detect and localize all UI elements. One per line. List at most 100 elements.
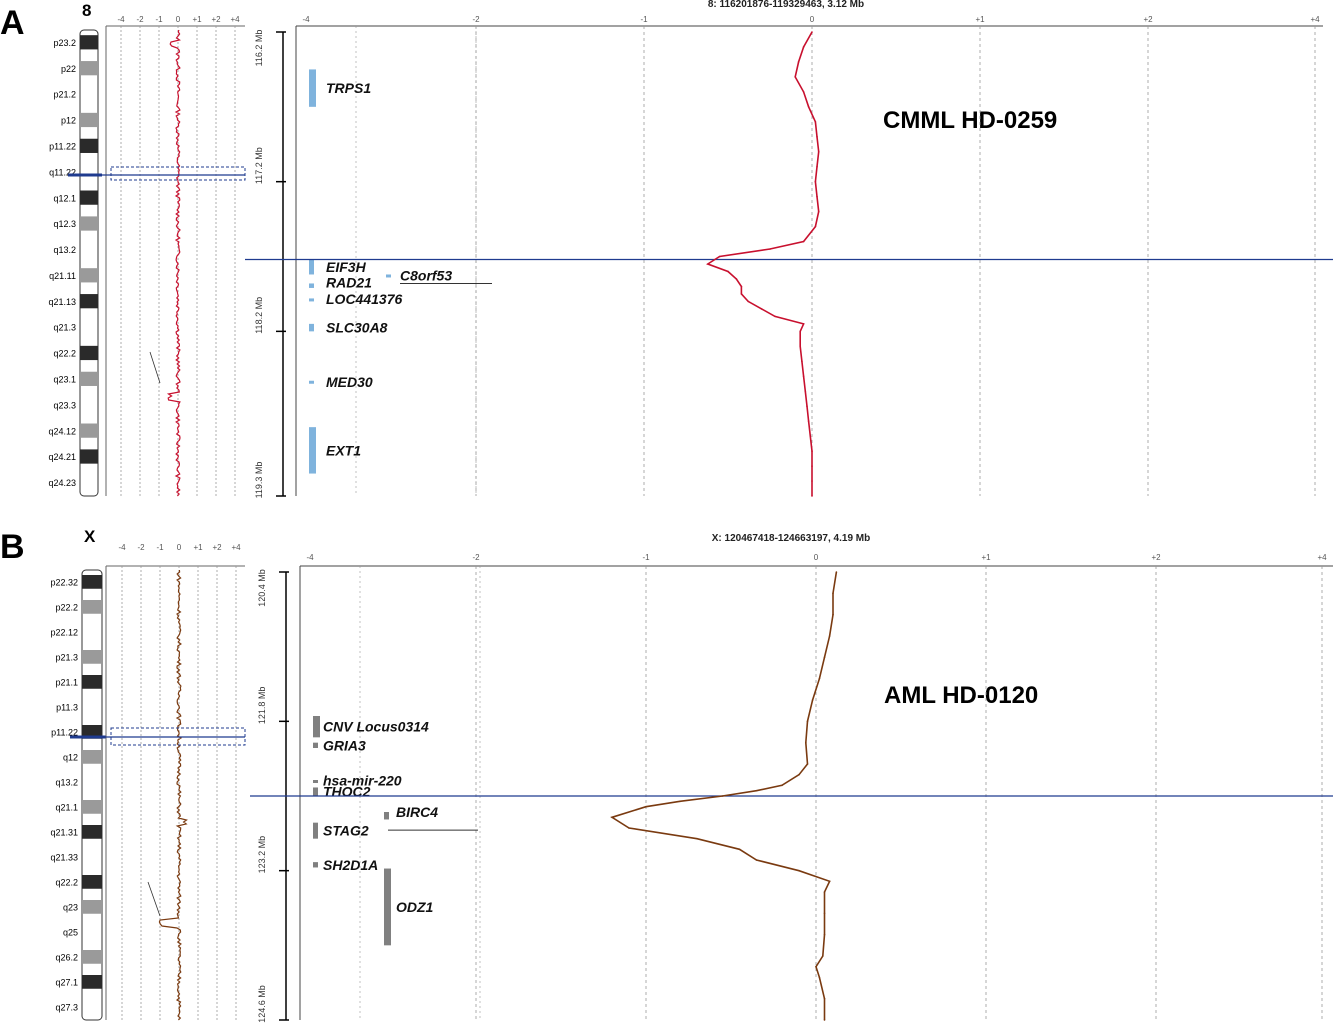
band-label: q24.21 [48,452,76,462]
mb-axis-label: 118.2 Mb [254,297,264,334]
trace-point [707,263,709,265]
band-label: p12 [61,116,76,126]
trace-point [814,121,817,123]
trace-point [816,165,818,168]
gene-bar [309,380,314,384]
trace-point [679,800,681,803]
chromosome-band [80,216,98,231]
band-label: p22.32 [50,578,78,588]
trace-point [817,210,820,213]
trace-point [816,135,818,138]
chromosome-band [80,423,98,438]
chromosome-band [80,112,98,128]
trace-point [818,976,821,979]
trace-point [806,405,808,407]
gene-bar [384,812,389,820]
overview-tick-label: 0 [176,15,181,24]
detail-tick-label: +2 [1151,553,1161,562]
overview-tick-label: -4 [117,15,125,24]
trace-point [817,150,820,153]
mb-axis-label: 124.6 Mb [257,985,267,1023]
detail-tick-label: -1 [640,15,648,24]
region-title-b: X: 120467418-124663197, 4.19 Mb [712,533,870,544]
mb-axis-label: 120.4 Mb [257,569,267,607]
trace-point [816,195,818,198]
trace-point [801,360,803,363]
trace-point [814,225,817,228]
gene-bar [313,862,318,868]
band-label: q27.1 [55,978,78,988]
band-label: q13.2 [53,245,76,255]
band-label: p11.22 [51,728,78,738]
trace-point [798,773,800,776]
trace-point [802,46,805,48]
trace-point [823,891,826,893]
trace-point [828,635,831,637]
band-label: p22.12 [50,628,78,638]
band-label: q21.31 [50,828,78,838]
trace-point [811,450,813,452]
trace-point [811,495,813,497]
band-label: q12 [63,753,78,763]
trace-point [806,763,809,765]
detail-tick-label: +4 [1317,553,1327,562]
detail-tick-label: 0 [810,15,815,24]
band-label: q21.33 [50,853,78,863]
gene-label: SH2D1A [323,857,378,873]
trace-point [628,827,630,829]
overview-trace [166,29,181,497]
chromosome-band [80,138,98,153]
gene-bar [313,780,318,783]
trace-point [832,592,834,595]
overview-arrow [147,881,161,917]
gene-label: C8orf53 [400,267,452,283]
gene-bar [313,822,318,839]
trace-point [799,345,802,348]
overview-tick-label: -1 [156,543,164,552]
mb-axis-label: 119.3 Mb [254,462,264,499]
trace-point [823,997,826,1000]
overview-tick-label: +1 [193,543,203,552]
panel-letter-a: A [0,4,25,42]
band-label: p11.3 [56,703,78,713]
trace-point [828,880,831,883]
band-label: q21.3 [53,323,76,333]
gene-bar [313,742,318,748]
trace-point [740,293,743,295]
trace-point [794,76,796,78]
chromosome-name-b: X [84,527,96,546]
detail-tick-label: -2 [472,553,480,562]
trace-point [823,912,826,915]
panel-b: p22.32 p22.2 p22.12 p21.3 p21.1 p11.3 p11.22 q1… [50,543,1333,1023]
gene-bar [313,787,318,796]
sample-label-a: CMML HD-0259 [883,107,1057,134]
trace-point [811,31,813,33]
band-label: q21.13 [48,297,76,307]
gene-label: TRPS1 [326,80,371,96]
overview-tick-label: -2 [137,543,145,552]
band-label: q23 [63,903,78,913]
trace-point [747,300,749,303]
band-label: q22.2 [55,878,78,888]
overview-tick-label: +1 [192,15,202,24]
trace-point [645,805,647,808]
gene-bar [309,259,314,275]
panel-letter-b: B [0,528,25,566]
trace-point [815,965,817,968]
gene-label: hsa-mir-220 [323,773,402,789]
trace-point [832,613,834,616]
trace-point [835,571,838,573]
detail-tick-label: -4 [302,15,310,24]
overview-tick-label: -1 [155,15,163,24]
chromosome-band [80,61,98,76]
band-label: q13.2 [55,778,78,788]
gene-label: MED30 [326,374,373,390]
overview-tick-label: -4 [118,543,126,552]
gene-bar [384,868,391,946]
detail-tick-label: 0 [814,553,819,562]
chromosome-band [80,190,98,205]
overview-tick-label: +4 [231,543,241,552]
trace-point [721,795,724,797]
trace-point [802,375,805,378]
mb-axis-label: 117.2 Mb [254,147,264,184]
